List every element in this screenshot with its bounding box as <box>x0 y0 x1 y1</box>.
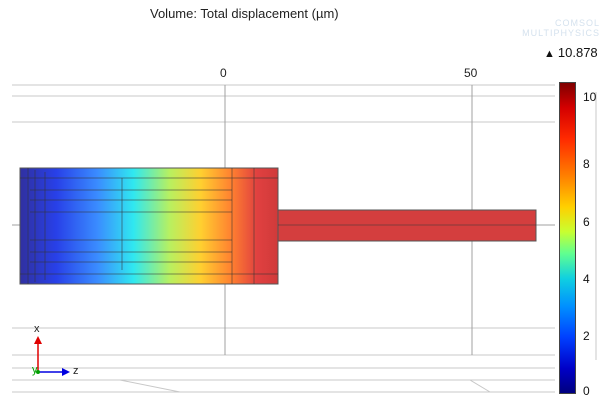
up-triangle-icon: ▲ <box>544 48 555 60</box>
tick-label-50: 50 <box>464 66 478 80</box>
colorbar-label-6: 6 <box>583 215 590 229</box>
colorbar-label-2: 2 <box>583 329 590 343</box>
colorbar-label-0: 0 <box>583 384 590 398</box>
colorbar-label-8: 8 <box>583 157 590 171</box>
watermark-line1: COMSOL <box>554 18 600 28</box>
triad-y-label: y <box>32 364 38 376</box>
rod[interactable] <box>277 209 537 242</box>
colorbar-label-10: 10 <box>583 90 597 104</box>
max-value-label: ▲ 10.878 <box>544 45 598 60</box>
triad-x-label: x <box>34 323 40 335</box>
cylinder-body[interactable] <box>19 167 279 285</box>
tick-label-0: 0 <box>220 66 227 80</box>
triad-z-label: z <box>73 365 79 377</box>
comsol-watermark: COMSOL MULTIPHYSICS <box>510 18 600 38</box>
axis-triad <box>34 336 70 376</box>
plot-title: Volume: Total displacement (µm) <box>150 6 339 21</box>
colorbar-label-4: 4 <box>583 272 590 286</box>
max-value: 10.878 <box>557 45 598 60</box>
colorbar <box>559 82 576 394</box>
watermark-line2: MULTIPHYSICS <box>522 28 600 38</box>
